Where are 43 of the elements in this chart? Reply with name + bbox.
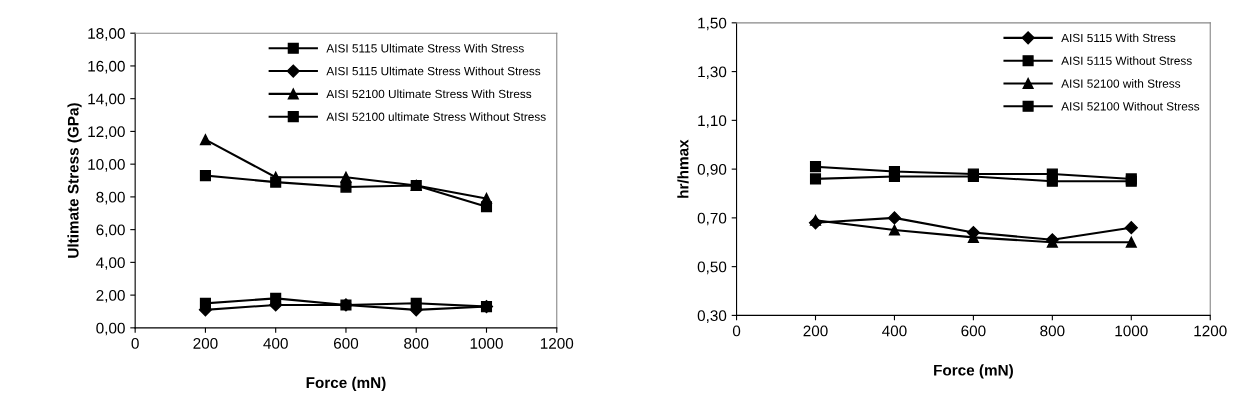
x-tick-label: 800 (1040, 325, 1065, 337)
legend-label: AISI 52100 ultimate Stress Without Stress (326, 112, 546, 121)
y-axis-title: hr/hmax (677, 139, 689, 198)
x-tick-label: 600 (333, 337, 359, 349)
y-tick-label: 1,10 (698, 115, 727, 128)
y-tick-label: 8,00 (96, 191, 125, 205)
y-tick-label: 6,00 (96, 224, 125, 238)
y-axis-title: Ultimate Stress (GPa) (67, 103, 82, 258)
y-tick-label: 0,30 (697, 310, 727, 323)
x-tick-label: 0 (732, 325, 741, 337)
legend-label: AISI 5115 Without Stress (1061, 56, 1192, 65)
y-tick-label: 0,00 (96, 322, 125, 336)
y-tick-label: 1,50 (698, 17, 727, 31)
x-tick-label: 1200 (1194, 325, 1227, 337)
x-tick-label: 400 (882, 325, 907, 337)
x-tick-label: 1200 (540, 337, 574, 349)
y-tick-label: 0,50 (697, 261, 727, 275)
y-tick-label: 2,00 (96, 289, 125, 303)
legend-label: AISI 5115 With Stress (1061, 33, 1176, 43)
y-tick-label: 4,00 (96, 257, 125, 270)
x-tick-label: 600 (961, 325, 986, 337)
legend-label: AISI 5115 Ultimate Stress Without Stress (326, 66, 541, 76)
legend-label: AISI 52100 Ultimate Stress With Stress (326, 89, 532, 99)
x-tick-label: 800 (404, 337, 429, 349)
x-tick-label: 1000 (1115, 325, 1148, 337)
x-tick-label: 400 (263, 337, 288, 349)
y-tick-label: 10,00 (88, 159, 125, 172)
legend-label: AISI 52100 with Stress (1061, 79, 1181, 88)
legend-label: AISI 52100 Without Stress (1061, 101, 1200, 111)
x-tick-label: 1000 (470, 337, 503, 349)
x-tick-label: 200 (803, 325, 828, 337)
legend-label: AISI 5115 Ultimate Stress With Stress (326, 43, 524, 53)
y-tick-label: 0,90 (697, 163, 727, 177)
y-tick-label: 1,30 (698, 66, 727, 80)
x-tick-label: 200 (193, 337, 218, 349)
x-axis-title: Force (mN) (306, 376, 386, 392)
y-tick-label: 0,70 (697, 212, 727, 226)
x-axis-title: Force (mN) (934, 364, 1013, 379)
y-tick-label: 12,00 (88, 126, 125, 139)
y-tick-label: 16,00 (88, 60, 125, 74)
y-tick-label: 14,00 (88, 93, 125, 107)
x-tick-label: 0 (131, 337, 139, 349)
y-tick-label: 18,00 (88, 28, 125, 41)
